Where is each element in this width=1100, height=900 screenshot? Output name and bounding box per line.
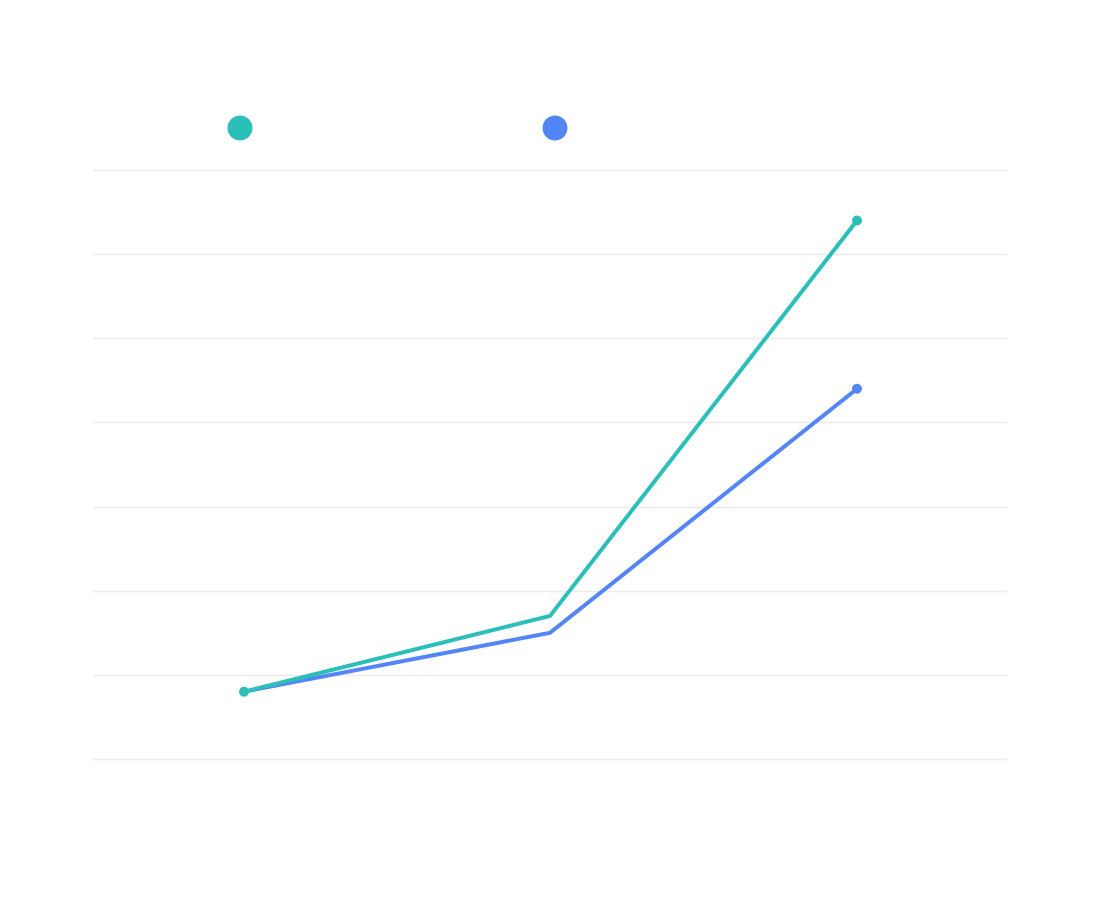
- legend-marker: [227, 115, 253, 141]
- legend-marker: [542, 115, 568, 141]
- data-point: [852, 215, 862, 226]
- grid: [93, 169, 1007, 761]
- series-line: [242, 218, 859, 694]
- data-point: [852, 383, 862, 394]
- legend: [227, 115, 568, 141]
- series-group: [239, 215, 862, 697]
- data-point: [239, 686, 249, 697]
- series-line: [242, 386, 859, 694]
